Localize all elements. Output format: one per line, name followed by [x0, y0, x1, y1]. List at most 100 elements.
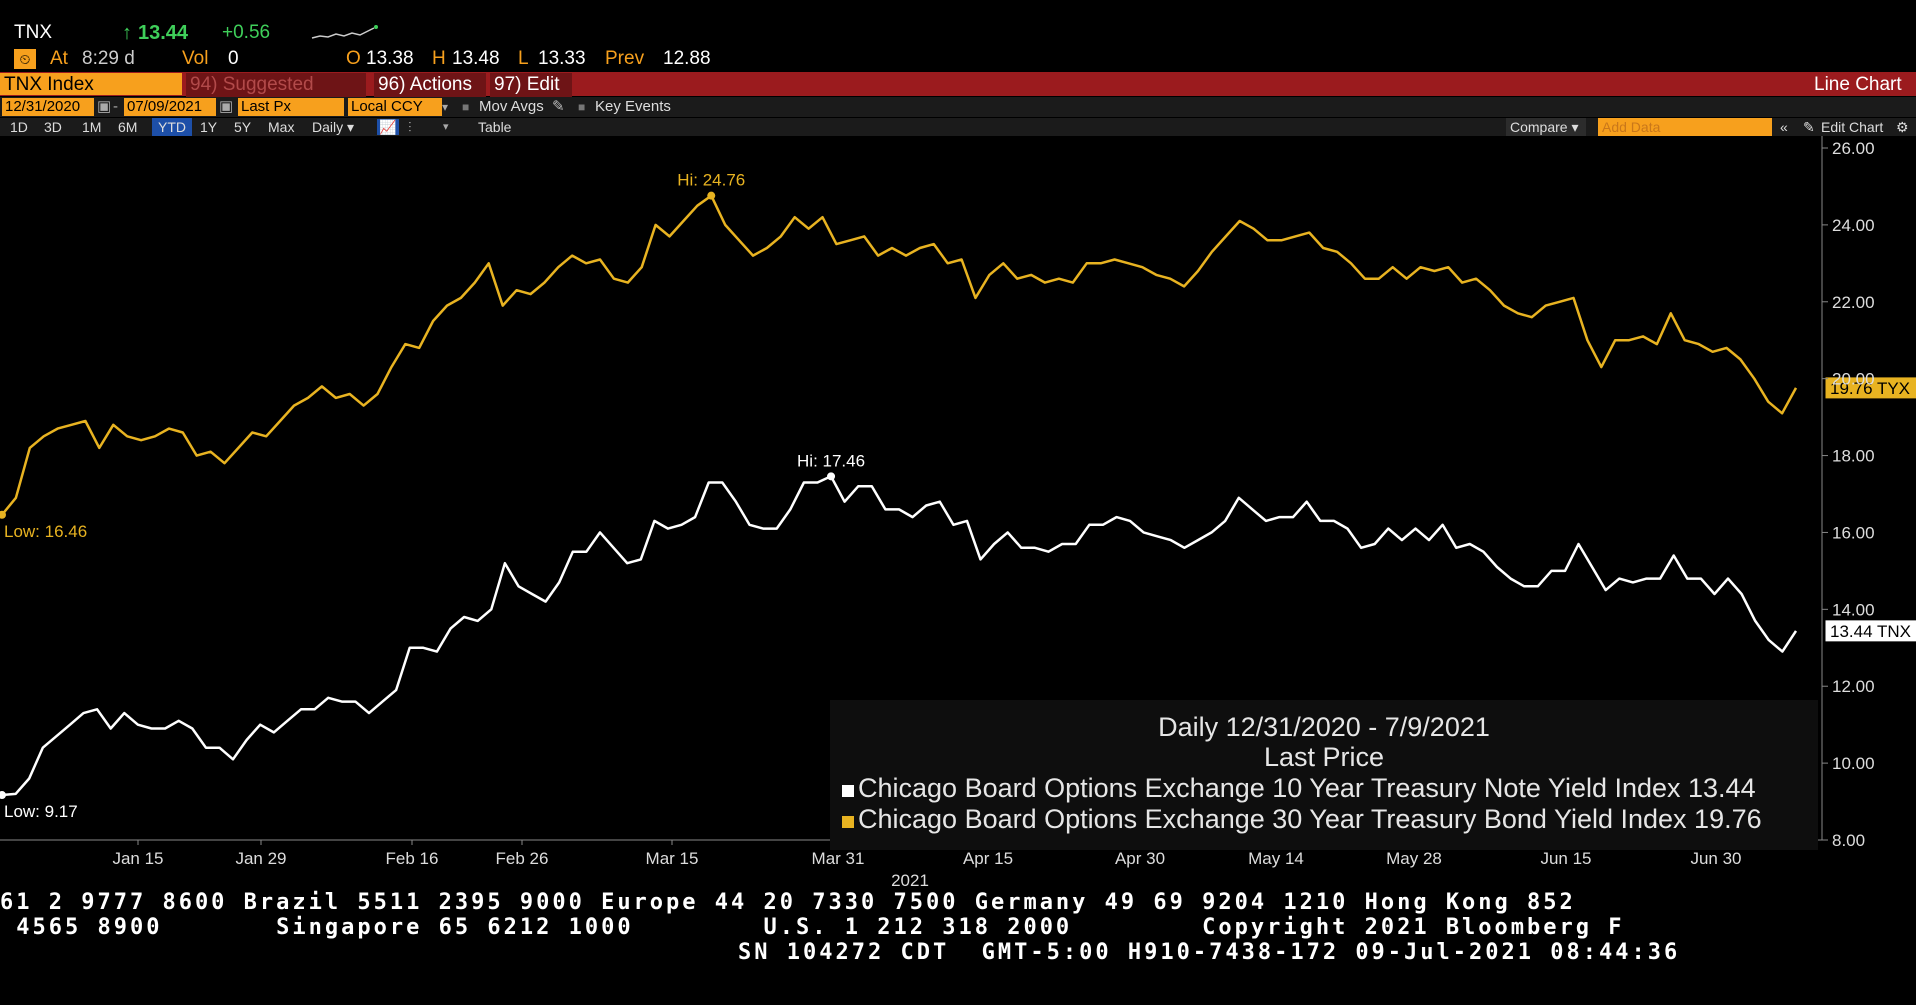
- range-bar: 1D 3D 1M 6M YTD 1Y 5Y Max Daily ▾ 📈 ⫶ ▾ Table C…: [0, 118, 1916, 136]
- gear-icon[interactable]: ⚙: [1896, 119, 1909, 135]
- calendar-icon[interactable]: ▣: [97, 98, 112, 115]
- y-tick-label: 14.00: [1832, 600, 1875, 619]
- high-value: 13.48: [452, 48, 500, 69]
- open-value: 13.38: [366, 48, 414, 69]
- range-6m[interactable]: 6M: [118, 119, 138, 135]
- field-select[interactable]: Last Px: [238, 98, 344, 116]
- line-chart-icon[interactable]: 📈: [377, 119, 399, 135]
- y-tick-label: 16.00: [1832, 523, 1875, 542]
- last-value-tag: [1824, 376, 1916, 400]
- x-tick-label: Jun 15: [1540, 849, 1591, 868]
- actions-menu[interactable]: 96) Actions ▾: [374, 73, 486, 119]
- mov-avgs-label[interactable]: Mov Avgs: [479, 98, 544, 115]
- y-tick-label: 8.00: [1832, 831, 1865, 850]
- range-1m[interactable]: 1M: [82, 119, 102, 135]
- edit-menu[interactable]: 97) Edit ▾: [490, 73, 572, 119]
- high-label: Hi: 17.46: [797, 451, 865, 470]
- key-events-label[interactable]: Key Events: [595, 98, 671, 115]
- high-marker: [707, 191, 716, 200]
- add-data-input[interactable]: Add Data: [1598, 118, 1772, 136]
- last-value-label: 13.44 TNX: [1830, 622, 1911, 641]
- x-tick-label: Jan 29: [235, 849, 286, 868]
- x-tick-label: May 14: [1248, 849, 1304, 868]
- chart-legend: Daily 12/31/2020 - 7/9/2021 Last Price C…: [830, 700, 1818, 850]
- footer-line-2: 4565 8900 Singapore 65 6212 1000 U.S. 1 …: [0, 915, 1625, 939]
- high-marker: [827, 472, 836, 481]
- last-value-tag: [1824, 619, 1916, 643]
- low-value: 13.33: [538, 48, 586, 69]
- open-label: O: [346, 48, 361, 69]
- pencil-icon[interactable]: ✎: [1803, 119, 1815, 135]
- x-tick-label: Feb 16: [386, 849, 439, 868]
- range-1y[interactable]: 1Y: [200, 119, 218, 135]
- x-year-label: 2021: [891, 871, 929, 890]
- x-tick-label: May 28: [1386, 849, 1442, 868]
- range-5y[interactable]: 5Y: [234, 119, 252, 135]
- y-tick-label: 18.00: [1832, 447, 1875, 466]
- bar-style-icon[interactable]: ⫶: [408, 119, 412, 135]
- table-button[interactable]: Table: [478, 119, 512, 135]
- x-tick-label: Jan 15: [112, 849, 163, 868]
- prev-label: Prev: [605, 48, 645, 69]
- y-tick-label: 24.00: [1832, 216, 1875, 235]
- y-tick-label: 22.00: [1832, 293, 1875, 312]
- pencil-icon[interactable]: ✎: [552, 98, 565, 115]
- x-tick-label: Apr 15: [963, 849, 1013, 868]
- start-date-field[interactable]: 12/31/2020: [2, 98, 94, 116]
- end-date-field[interactable]: 07/09/2021: [124, 98, 216, 116]
- compare-menu[interactable]: Compare ▾: [1506, 118, 1586, 136]
- x-tick-label: Mar 31: [812, 849, 865, 868]
- x-tick-label: Feb 26: [496, 849, 549, 868]
- chevron-down-icon[interactable]: ▾: [442, 100, 449, 114]
- command-bar: TNX Index 94) Suggested Charts 96) Actio…: [0, 72, 1916, 119]
- low-marker: [0, 791, 6, 800]
- legend-title: Daily 12/31/2020 - 7/9/2021: [1158, 712, 1490, 742]
- range-ytd[interactable]: YTD: [152, 118, 192, 136]
- series-line-tyx: [1, 194, 1798, 516]
- quote-detail-bar: ⏲ At 8:29 d Vol 0 O 13.38 H 13.48 L 13.3…: [14, 48, 1314, 70]
- x-tick-label: Apr 30: [1115, 849, 1165, 868]
- calendar-icon[interactable]: ▣: [219, 98, 234, 115]
- collapse-icon[interactable]: «: [1780, 119, 1788, 135]
- legend-entry-tyx: Chicago Board Options Exchange 30 Year T…: [842, 804, 1762, 835]
- range-max[interactable]: Max: [268, 119, 295, 135]
- x-tick-label: Jun 30: [1690, 849, 1741, 868]
- frequency-select[interactable]: Daily ▾: [312, 119, 355, 135]
- footer-line-3: SN 104272 CDT GMT-5:00 H910-7438-172 09-…: [738, 940, 1681, 964]
- quote-bar: TNX ↑ 13.44 +0.56: [14, 22, 1314, 44]
- y-tick-label: 26.00: [1832, 139, 1875, 158]
- footer-line-1: 61 2 9777 8600 Brazil 5511 2395 9000 Eur…: [0, 890, 1576, 914]
- chevron-down-icon[interactable]: ▾: [443, 121, 449, 133]
- legend-swatch: [842, 816, 854, 828]
- low-label: L: [518, 48, 529, 69]
- quote-time: 8:29 d: [82, 48, 135, 69]
- edit-chart-button[interactable]: Edit Chart: [1821, 119, 1884, 135]
- checkbox-key-events[interactable]: ■: [578, 100, 586, 114]
- currency-select[interactable]: Local CCY: [348, 98, 442, 116]
- legend-entry-tnx: Chicago Board Options Exchange 10 Year T…: [842, 773, 1756, 804]
- checkbox-mov-avgs[interactable]: ■: [462, 100, 470, 114]
- low-label: Low: 16.46: [4, 522, 87, 541]
- realtime-icon[interactable]: ⏲: [14, 49, 36, 69]
- low-marker: [0, 510, 6, 519]
- high-label: H: [432, 48, 446, 69]
- sparkline-icon: [311, 25, 378, 39]
- ticker-symbol: TNX: [14, 22, 52, 43]
- range-1d[interactable]: 1D: [10, 119, 28, 135]
- low-label: Low: 9.17: [4, 802, 78, 821]
- prev-value: 12.88: [663, 48, 711, 69]
- volume: 0: [228, 48, 239, 69]
- chart-type-label: Line Chart: [1814, 74, 1902, 95]
- at-label: At: [50, 48, 68, 69]
- legend-subtitle: Last Price: [1263, 742, 1385, 772]
- y-tick-label: 12.00: [1832, 677, 1875, 696]
- net-change: +0.56: [222, 22, 271, 43]
- security-field[interactable]: TNX Index: [0, 73, 182, 95]
- up-arrow-icon: ↑: [122, 22, 132, 44]
- last-price: 13.44: [138, 22, 189, 44]
- suggested-charts-button[interactable]: 94) Suggested Charts: [186, 73, 366, 119]
- range-3d[interactable]: 3D: [44, 119, 62, 135]
- settings-bar: 12/31/2020 ▣ - 07/09/2021 ▣ Last Px Loca…: [0, 97, 1916, 117]
- y-tick-label: 20.00: [1832, 370, 1875, 389]
- last-value-label: 19.76 TYX: [1830, 379, 1910, 398]
